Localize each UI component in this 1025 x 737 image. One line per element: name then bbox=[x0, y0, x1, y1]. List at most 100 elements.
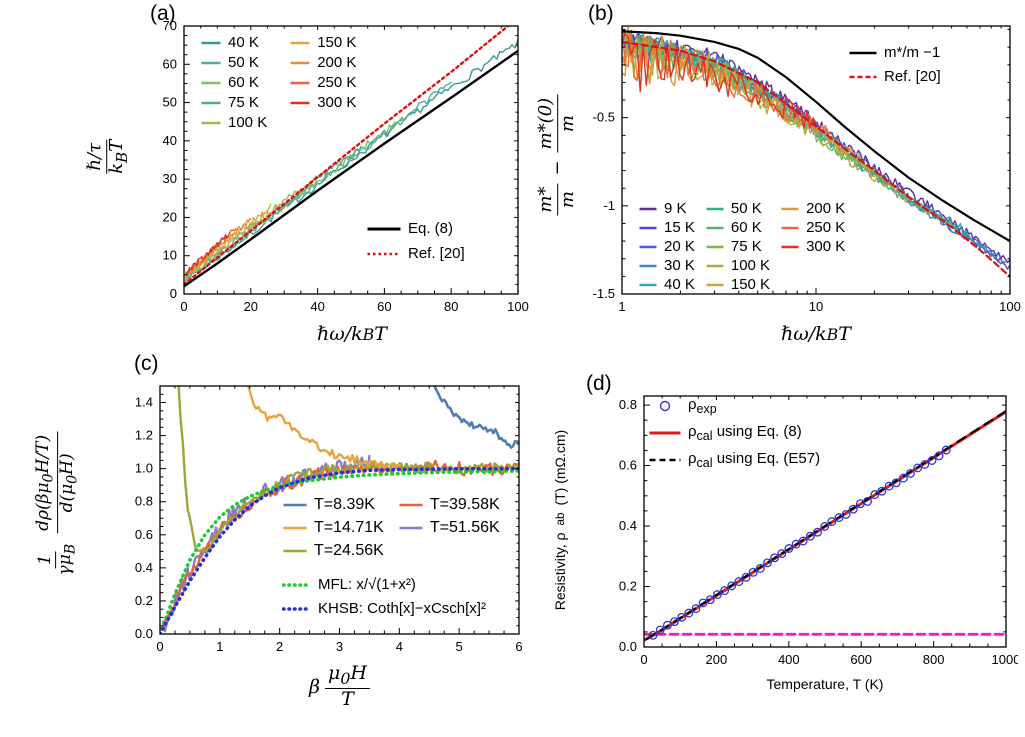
panel-c-plot: 0 1 2 3 4 5 6 0.0 0.2 0.4 0.6 0.8 1.0 1.2 1.4 T=8.39K T… bbox=[114, 380, 529, 660]
legend-label: 200 K bbox=[317, 54, 357, 71]
svg-text:80: 80 bbox=[444, 299, 458, 314]
svg-text:0: 0 bbox=[640, 652, 647, 667]
legend-label: 75 K bbox=[730, 238, 762, 255]
svg-text:0.8: 0.8 bbox=[619, 397, 637, 412]
svg-text:0.8: 0.8 bbox=[135, 494, 153, 509]
legend-label: T=39.58K bbox=[429, 496, 500, 513]
svg-text:0.2: 0.2 bbox=[135, 593, 153, 608]
svg-text:600: 600 bbox=[850, 652, 872, 667]
legend-label: T=51.56K bbox=[429, 519, 500, 536]
svg-text:0.4: 0.4 bbox=[619, 518, 637, 533]
legend-line-swatch bbox=[649, 431, 681, 435]
panel-d-plot: 0 200 400 600 800 1000 0.0 0.2 0.4 0.6 0.8 ρexp ρca… bbox=[598, 388, 1018, 673]
legend-label: 20 K bbox=[664, 238, 695, 255]
panel-c-legend-models: MFL: x/√(1+x²) KHSB: Coth[x]−xCsch[x]² bbox=[282, 576, 486, 617]
legend-label: 300 K bbox=[317, 94, 357, 111]
svg-text:1000: 1000 bbox=[992, 652, 1018, 667]
fraction-numerator: ℏ/τ bbox=[84, 139, 107, 174]
panel-label-d: (d) bbox=[586, 372, 612, 395]
legend-label: ρcal using Eq. (8) bbox=[688, 423, 802, 443]
svg-text:40: 40 bbox=[310, 299, 324, 314]
svg-text:-1.5: -1.5 bbox=[593, 286, 615, 301]
math-fraction: dρ(βμ0H/T) d(μ0H) bbox=[33, 431, 80, 534]
legend-item: 75 K bbox=[705, 238, 770, 255]
legend-item: 300 K bbox=[780, 238, 845, 255]
legend-line-swatch bbox=[201, 61, 221, 64]
svg-text:0.2: 0.2 bbox=[619, 579, 637, 594]
legend-label: Eq. (8) bbox=[408, 220, 454, 237]
legend-label: 40 K bbox=[228, 34, 259, 51]
panel-b-y-axis-label: m* m − m*(0) m bbox=[535, 94, 578, 216]
legend-label: 9 K bbox=[664, 200, 687, 217]
fraction-denominator: T bbox=[341, 687, 354, 710]
legend-item: 100 K bbox=[200, 114, 267, 131]
panel-label-c: (c) bbox=[134, 352, 159, 375]
math-fraction: m*(0) m bbox=[535, 94, 578, 153]
legend-line-swatch bbox=[290, 41, 310, 44]
svg-text:-0.5: -0.5 bbox=[593, 110, 615, 125]
legend-line-swatch bbox=[201, 41, 221, 44]
legend-line-swatch bbox=[639, 226, 657, 229]
legend-item: T=51.56K bbox=[398, 519, 500, 537]
svg-text:30: 30 bbox=[163, 171, 177, 186]
panel-d-svg: 0 200 400 600 800 1000 0.0 0.2 0.4 0.6 0.8 bbox=[619, 395, 1018, 667]
legend-item: 150 K bbox=[289, 34, 356, 51]
svg-text:0.0: 0.0 bbox=[619, 639, 637, 654]
svg-text:1.2: 1.2 bbox=[135, 428, 153, 443]
legend-label: 150 K bbox=[317, 34, 357, 51]
legend-item: ρexp bbox=[648, 396, 820, 416]
legend-line-swatch bbox=[639, 207, 657, 210]
svg-text:60: 60 bbox=[377, 299, 391, 314]
legend-label: 250 K bbox=[317, 74, 357, 91]
legend-line-swatch bbox=[290, 101, 310, 104]
legend-item: 300 K bbox=[289, 94, 356, 111]
legend-item: 50 K bbox=[200, 54, 267, 71]
fraction-numerator: 1 bbox=[35, 551, 57, 569]
legend-label: 300 K bbox=[806, 238, 846, 255]
legend-line-swatch bbox=[283, 549, 307, 553]
panel-d-y-axis-label: Resistivity, ρ ab (T) (mΩ.cm) bbox=[552, 429, 569, 611]
legend-label: m*/m −1 bbox=[884, 44, 941, 61]
legend-item: 100 K bbox=[705, 257, 770, 274]
legend-label: MFL: x/√(1+x²) bbox=[318, 576, 416, 593]
svg-text:5: 5 bbox=[456, 639, 463, 654]
legend-line-swatch bbox=[399, 503, 423, 507]
panel-a-y-axis-label: ℏ/τ kBT bbox=[84, 137, 131, 177]
panel-c-svg: 0 1 2 3 4 5 6 0.0 0.2 0.4 0.6 0.8 1.0 1.2 1.4 bbox=[135, 385, 523, 654]
legend-label: T=14.71K bbox=[314, 519, 384, 536]
legend-line-swatch bbox=[649, 458, 681, 462]
legend-marker-circle-icon bbox=[659, 400, 671, 412]
legend-line-swatch bbox=[282, 606, 312, 611]
legend-line-swatch bbox=[639, 245, 657, 248]
panel-c-x-axis-label: β μ0H T bbox=[114, 662, 529, 711]
legend-item: 9 K bbox=[638, 200, 695, 217]
legend-label: Ref. [20] bbox=[884, 68, 941, 85]
panel-d-x-axis-label: Temperature, T (K) bbox=[766, 676, 884, 692]
svg-text:0.6: 0.6 bbox=[619, 458, 637, 473]
panel-d: (d) Resistivity, ρ ab (T) (mΩ.cm) 0 200 400 6… bbox=[540, 360, 1025, 715]
panel-c: (c) 1 γμB dρ(βμ0H/T) d(μ0H) 0 1 2 3 4 5 6 0.0 0.2 0… bbox=[30, 352, 535, 737]
legend-label: KHSB: Coth[x]−xCsch[x]² bbox=[318, 600, 486, 617]
legend-label: 200 K bbox=[806, 200, 846, 217]
legend-item: 250 K bbox=[780, 219, 845, 236]
fraction-numerator: m* bbox=[535, 183, 558, 216]
fraction-denominator: γμB bbox=[55, 543, 79, 576]
math-fraction: m* m bbox=[535, 183, 578, 216]
legend-label: 60 K bbox=[730, 219, 762, 236]
math-fraction: 1 γμB bbox=[35, 541, 79, 579]
legend-item: T=14.71K bbox=[282, 519, 384, 537]
legend-line-swatch bbox=[639, 264, 657, 267]
svg-text:40: 40 bbox=[163, 133, 177, 148]
legend-item: 30 K bbox=[638, 257, 695, 274]
svg-text:6: 6 bbox=[515, 639, 522, 654]
legend-item: 75 K bbox=[200, 94, 267, 111]
panel-c-legend-temps: T=8.39K T=14.71K T=24.56K T=39.58K T=51.56K bbox=[282, 496, 500, 560]
legend-line-swatch bbox=[367, 252, 401, 255]
panel-a-svg: 0 20 40 60 80 100 0 10 20 30 40 50 60 70 bbox=[163, 20, 529, 314]
legend-line-swatch bbox=[399, 526, 423, 530]
panel-b-plot: 1 10 100 -0.5 -1 -1.5 m*/m −1 Ref. [20] 9 K 15 K… bbox=[582, 20, 1022, 320]
legend-item: m*/m −1 bbox=[848, 44, 941, 61]
legend-line-swatch bbox=[290, 61, 310, 64]
panel-a-legend-temps: 40 K 50 K 60 K 75 K 100 K 150 K 200 K 250 K 300 … bbox=[200, 34, 356, 131]
